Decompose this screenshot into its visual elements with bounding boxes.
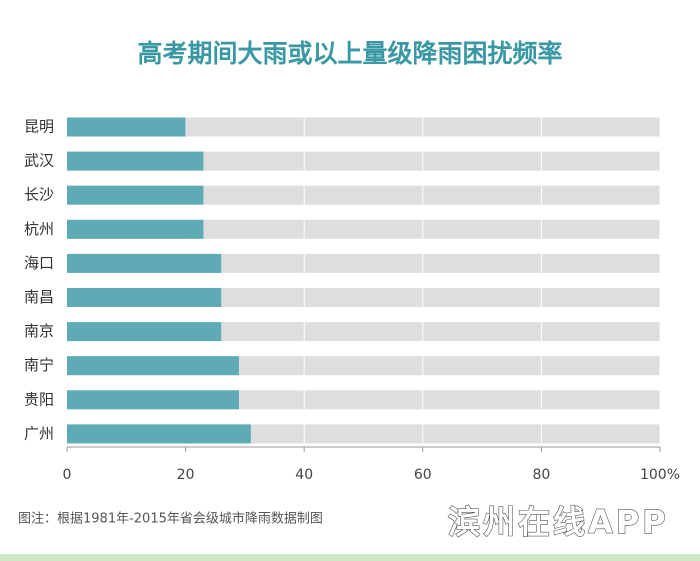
y-tick-label: 武汉	[24, 152, 54, 170]
x-tick-label: 0	[63, 467, 72, 483]
bar	[67, 219, 204, 239]
x-tick-label: 20	[177, 467, 195, 483]
y-tick-label: 海口	[24, 254, 54, 272]
watermark: 滨州在线APP	[448, 503, 669, 541]
bar	[67, 151, 204, 171]
bar	[67, 288, 222, 307]
track	[67, 185, 660, 205]
bar	[67, 185, 204, 205]
bar	[67, 390, 239, 410]
y-tick-label: 长沙	[24, 186, 54, 204]
bar	[67, 117, 186, 137]
track	[67, 151, 660, 171]
y-tick-label: 南京	[24, 322, 54, 340]
y-tick-label: 南宁	[24, 356, 54, 374]
bottom-strip	[0, 554, 700, 561]
x-tick-label: 100%	[640, 467, 680, 483]
bar	[67, 356, 239, 376]
bar	[67, 322, 222, 342]
y-tick-label: 昆明	[24, 118, 54, 136]
track	[67, 219, 660, 239]
y-tick-label: 广州	[24, 424, 54, 442]
track	[67, 117, 660, 137]
x-tick-label: 60	[414, 467, 432, 483]
y-tick-label: 南昌	[24, 288, 54, 306]
x-tick-label: 40	[295, 467, 313, 483]
bar	[67, 253, 222, 273]
bar	[67, 424, 251, 444]
y-tick-label: 贵阳	[24, 390, 54, 408]
y-tick-label: 杭州	[24, 220, 54, 238]
x-tick-label: 80	[532, 467, 550, 483]
note: 图注：根据1981年-2015年省会级城市降雨数据制图	[18, 511, 323, 527]
chart-title: 高考期间大雨或以上量级降雨困扰频率	[137, 39, 562, 68]
